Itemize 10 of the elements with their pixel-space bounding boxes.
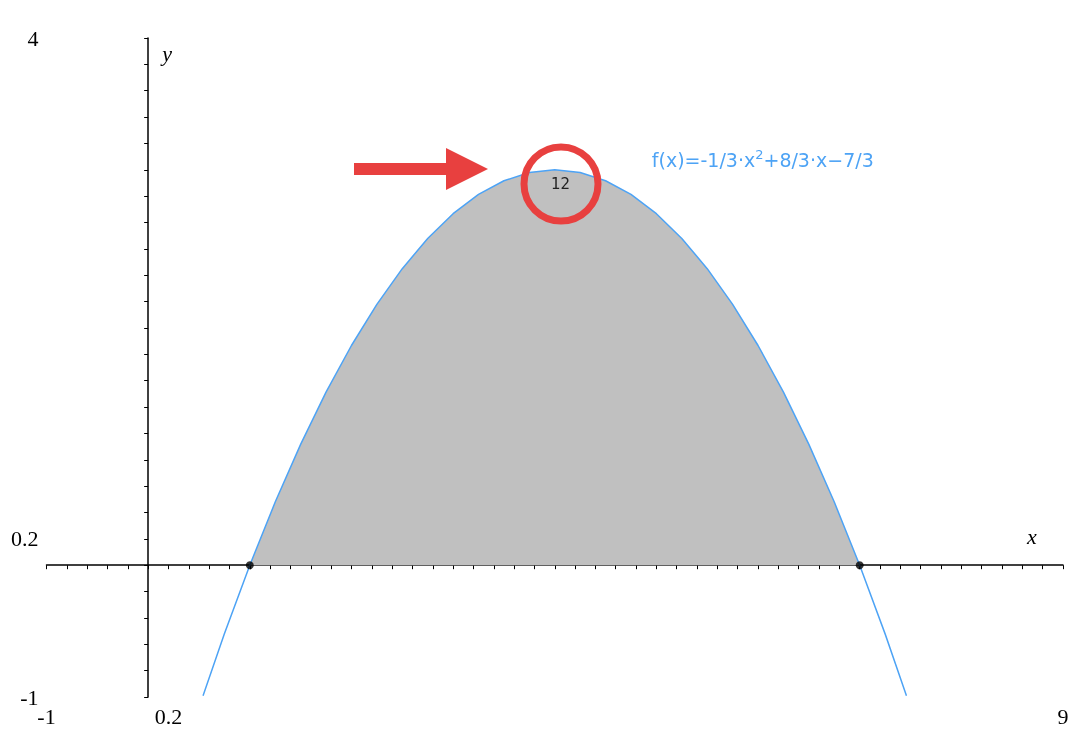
y-tick-label: 4: [27, 25, 39, 51]
y-axis-title: y: [160, 40, 173, 66]
x-tick-label: -1: [37, 703, 56, 729]
x-axis-title: x: [1026, 523, 1037, 549]
x-tick-label: 9: [1057, 703, 1069, 729]
annotation: 12: [551, 175, 571, 194]
y-tick-label: -1: [20, 684, 39, 710]
line-series: [202, 169, 908, 697]
y-tick-label: 0.2: [11, 526, 39, 552]
x-tick-label: 0.2: [154, 703, 183, 729]
